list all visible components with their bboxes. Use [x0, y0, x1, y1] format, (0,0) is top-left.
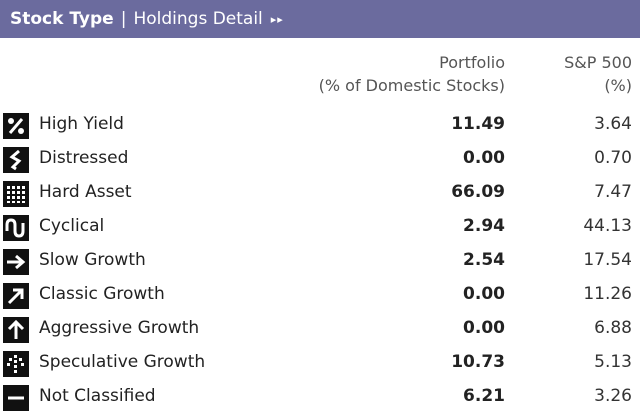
section-title: Stock Type [10, 9, 114, 29]
stock-type-table: High Yield 11.49 3.64 Distressed 0.00 0.… [0, 108, 640, 414]
panel-header: Stock Type | Holdings Detail ▸▸ [0, 0, 640, 38]
portfolio-value: 0.00 [463, 148, 505, 168]
portfolio-value: 0.00 [463, 284, 505, 304]
sp500-value: 44.13 [583, 216, 632, 236]
table-row: High Yield 11.49 3.64 [0, 108, 640, 142]
sp500-value: 3.64 [594, 114, 632, 134]
aggressive-growth-icon [3, 317, 29, 343]
hard-asset-icon [3, 181, 29, 207]
portfolio-value: 66.09 [451, 182, 505, 202]
row-label: Aggressive Growth [39, 318, 200, 338]
sp500-value: 11.26 [583, 284, 632, 304]
distressed-icon [3, 147, 29, 173]
row-label: Classic Growth [39, 284, 165, 304]
table-row: Distressed 0.00 0.70 [0, 142, 640, 176]
row-label: Slow Growth [39, 250, 146, 270]
table-row: Slow Growth 2.54 17.54 [0, 244, 640, 278]
sp500-header-line2: (%) [604, 76, 632, 95]
table-row: Not Classified 6.21 3.26 [0, 380, 640, 414]
portfolio-value: 2.94 [463, 216, 505, 236]
portfolio-column-header: Portfolio (% of Domestic Stocks) [319, 51, 505, 97]
portfolio-value: 2.54 [463, 250, 505, 270]
table-row: Speculative Growth 10.73 5.13 [0, 346, 640, 380]
sp500-value: 7.47 [594, 182, 632, 202]
cyclical-icon [3, 215, 29, 241]
sp500-value: 5.13 [594, 352, 632, 372]
slow-growth-icon [3, 249, 29, 275]
portfolio-value: 6.21 [463, 386, 505, 406]
portfolio-value: 10.73 [451, 352, 505, 372]
not-classified-icon [3, 385, 29, 411]
table-row: Cyclical 2.94 44.13 [0, 210, 640, 244]
row-label: Hard Asset [39, 182, 132, 202]
sp500-value: 3.26 [594, 386, 632, 406]
row-label: High Yield [39, 114, 124, 134]
sp500-column-header: S&P 500 (%) [564, 51, 632, 97]
portfolio-value: 0.00 [463, 318, 505, 338]
sp500-value: 6.88 [594, 318, 632, 338]
header-separator: | [120, 9, 127, 29]
portfolio-value: 11.49 [451, 114, 505, 134]
portfolio-header-line1: Portfolio [439, 53, 505, 72]
high-yield-icon [3, 113, 29, 139]
sp500-value: 17.54 [583, 250, 632, 270]
table-row: Aggressive Growth 0.00 6.88 [0, 312, 640, 346]
holdings-detail-link[interactable]: Holdings Detail [133, 9, 263, 29]
row-label: Not Classified [39, 386, 156, 406]
double-chevron-right-icon[interactable]: ▸▸ [270, 12, 284, 26]
classic-growth-icon [3, 283, 29, 309]
row-label: Cyclical [39, 216, 105, 236]
row-label: Distressed [39, 148, 129, 168]
sp500-value: 0.70 [594, 148, 632, 168]
row-label: Speculative Growth [39, 352, 206, 372]
portfolio-header-line2: (% of Domestic Stocks) [318, 76, 505, 95]
speculative-growth-icon [3, 351, 29, 377]
table-row: Classic Growth 0.00 11.26 [0, 278, 640, 312]
table-row: Hard Asset 66.09 7.47 [0, 176, 640, 210]
sp500-header-line1: S&P 500 [564, 53, 632, 72]
